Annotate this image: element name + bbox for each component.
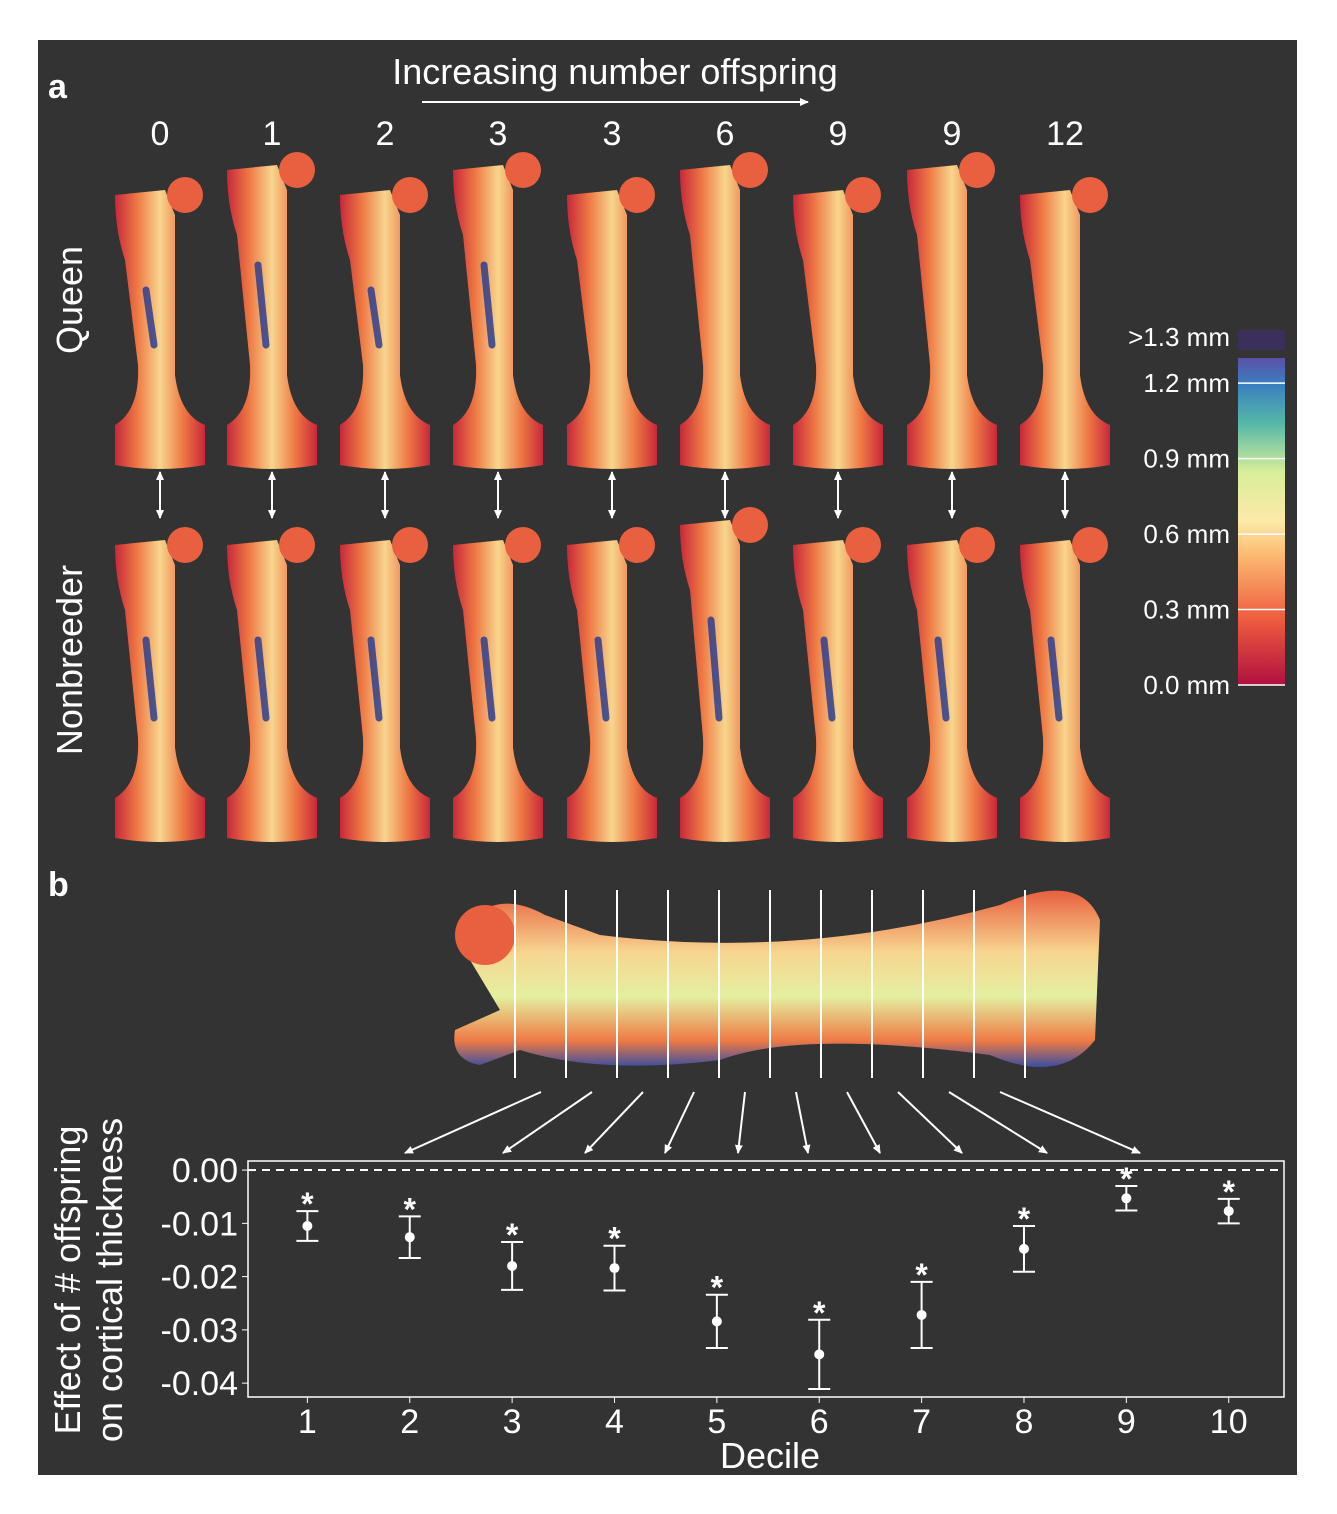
- panel-a-title: Increasing number offspring: [392, 51, 838, 92]
- bone-head: [455, 905, 515, 965]
- y-axis-label: Effect of # offspring: [47, 1126, 88, 1435]
- significance-marker: *: [1120, 1161, 1133, 1197]
- bone-head: [845, 527, 881, 563]
- offspring-count: 6: [716, 115, 735, 153]
- significance-marker: *: [301, 1186, 314, 1222]
- bone-head: [619, 527, 655, 563]
- x-tick-label: 2: [400, 1403, 419, 1441]
- y-axis-label: on cortical thickness: [89, 1118, 130, 1442]
- bone-head: [1072, 177, 1108, 213]
- figure: abIncreasing number offspring0123369912Q…: [0, 0, 1337, 1509]
- y-tick-label: -0.02: [161, 1259, 239, 1297]
- offspring-count: 1: [263, 115, 282, 153]
- y-tick-label: 0.00: [172, 1152, 238, 1190]
- colorbar: [1238, 358, 1285, 685]
- bone-head: [732, 507, 768, 543]
- colorbar-tick-label: 0.6 mm: [1143, 519, 1230, 549]
- bone-head: [619, 177, 655, 213]
- bone-head: [505, 152, 541, 188]
- bone-head: [279, 527, 315, 563]
- x-tick-label: 7: [912, 1403, 931, 1441]
- bone-head: [1072, 527, 1108, 563]
- x-tick-label: 8: [1015, 1403, 1034, 1441]
- y-tick-label: -0.04: [161, 1365, 239, 1403]
- x-axis-label: Decile: [720, 1435, 820, 1476]
- y-tick-label: -0.01: [161, 1205, 239, 1243]
- row-label: Queen: [49, 246, 90, 354]
- bone-head: [167, 177, 203, 213]
- bone-head: [279, 152, 315, 188]
- panel-label: b: [48, 866, 69, 904]
- colorbar-over: [1238, 330, 1285, 350]
- offspring-count: 9: [943, 115, 962, 153]
- point: [507, 1261, 517, 1271]
- significance-marker: *: [404, 1191, 417, 1227]
- significance-marker: *: [813, 1295, 826, 1331]
- colorbar-tick-label: 0.3 mm: [1143, 595, 1230, 625]
- offspring-count: 3: [489, 115, 508, 153]
- point: [302, 1221, 312, 1231]
- bone-head: [845, 177, 881, 213]
- panel-label: a: [48, 68, 68, 106]
- offspring-count: 12: [1046, 115, 1084, 153]
- bone-head: [732, 152, 768, 188]
- x-tick-label: 10: [1210, 1403, 1248, 1441]
- point: [609, 1263, 619, 1273]
- offspring-count: 2: [376, 115, 395, 153]
- point: [814, 1349, 824, 1359]
- offspring-count: 0: [151, 115, 170, 153]
- bone-head: [392, 527, 428, 563]
- x-tick-label: 9: [1117, 1403, 1136, 1441]
- row-label: Nonbreeder: [49, 565, 90, 755]
- point: [405, 1232, 415, 1242]
- offspring-count: 9: [829, 115, 848, 153]
- y-tick-label: -0.03: [161, 1312, 239, 1350]
- bone-head: [505, 527, 541, 563]
- significance-marker: *: [915, 1257, 928, 1293]
- x-tick-label: 4: [605, 1403, 624, 1441]
- significance-marker: *: [1018, 1201, 1031, 1237]
- colorbar-tick-label: 1.2 mm: [1143, 368, 1230, 398]
- x-tick-label: 3: [503, 1403, 522, 1441]
- significance-marker: *: [1222, 1174, 1235, 1210]
- bone-head: [959, 152, 995, 188]
- point: [1019, 1244, 1029, 1254]
- significance-marker: *: [608, 1221, 621, 1257]
- colorbar-tick-label: 0.9 mm: [1143, 444, 1230, 474]
- point: [712, 1316, 722, 1326]
- significance-marker: *: [506, 1217, 519, 1253]
- colorbar-over-label: >1.3 mm: [1128, 322, 1230, 352]
- significance-marker: *: [711, 1270, 724, 1306]
- x-tick-label: 1: [298, 1403, 317, 1441]
- offspring-count: 3: [603, 115, 622, 153]
- colorbar-tick-label: 0.0 mm: [1143, 670, 1230, 700]
- bone-head: [392, 177, 428, 213]
- point: [917, 1310, 927, 1320]
- bone-head: [959, 527, 995, 563]
- bone-head: [167, 527, 203, 563]
